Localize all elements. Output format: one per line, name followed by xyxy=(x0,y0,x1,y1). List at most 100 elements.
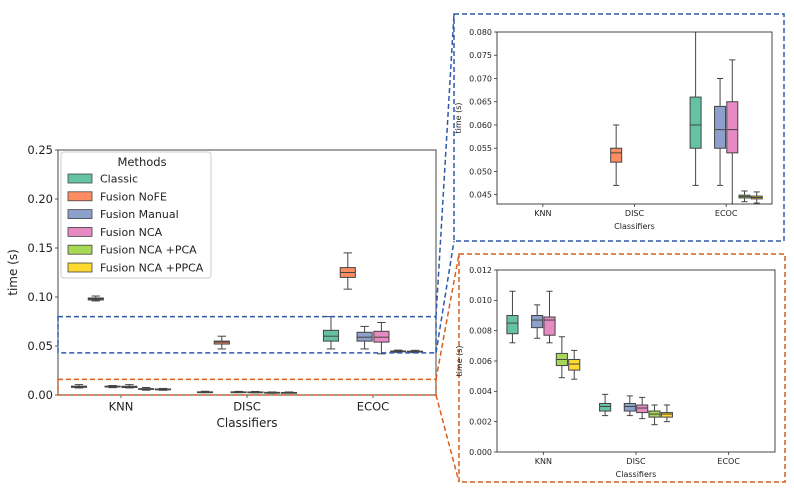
y-tick-label: 0.045 xyxy=(469,191,492,200)
box-body xyxy=(543,363,554,369)
legend-entry: Fusion NoFE xyxy=(100,190,167,203)
x-tick-label: ECOC xyxy=(717,457,740,466)
box-classic-knn xyxy=(506,290,519,344)
box-fusion-manual-disc xyxy=(230,390,247,394)
box-fusion-nca-disc xyxy=(635,387,646,394)
box-classic-knn xyxy=(70,384,88,389)
x-tick-label: KNN xyxy=(109,400,134,414)
box-fusion-manual-knn xyxy=(104,384,121,389)
y-tick-label: 0.010 xyxy=(469,296,492,305)
box-body xyxy=(714,105,727,149)
box-classic-ecoc xyxy=(322,316,340,350)
box-fusion-nca-pca-disc xyxy=(648,404,661,426)
legend-entry: Classic xyxy=(100,173,138,186)
legend-swatch xyxy=(67,262,93,273)
box-fusion-nca-ppca-knn xyxy=(568,349,581,380)
axes-frame xyxy=(57,149,437,396)
box-fusion-manual-knn xyxy=(531,304,544,339)
box-classic-ecoc xyxy=(689,32,702,186)
box-fusion-nca-pca-knn xyxy=(138,387,155,391)
x-tick-label: KNN xyxy=(535,457,552,466)
y-tick-label: 0.055 xyxy=(469,144,492,153)
box-fusion-nca-ppca-disc xyxy=(280,391,298,394)
box-classic-knn xyxy=(507,355,518,371)
box-fusion-manual-disc xyxy=(623,395,636,417)
legend-swatch xyxy=(67,226,93,237)
zoom-frame-top xyxy=(453,13,785,242)
box-fusion-nca-disc xyxy=(636,396,649,420)
y-tick-label: 0.070 xyxy=(469,74,492,83)
y-tick-label: 0.006 xyxy=(469,357,492,366)
box-body xyxy=(660,412,673,418)
box-body xyxy=(726,101,739,154)
box-fusion-nofe-ecoc xyxy=(339,252,356,290)
box-fusion-manual-ecoc xyxy=(356,325,373,350)
y-axis-label: time (s) xyxy=(455,345,464,376)
legend: Methods Classic Fusion NoFE Fusion Manual Fu… xyxy=(60,151,212,279)
x-tick-label: ECOC xyxy=(357,400,389,414)
box-body xyxy=(531,362,542,366)
box-body xyxy=(623,389,634,391)
y-axis-label: time (s) xyxy=(6,249,20,296)
legend-entry: Fusion Manual xyxy=(100,208,179,221)
connector-bottom-2 xyxy=(435,394,460,483)
legend-title: Methods xyxy=(117,155,166,169)
y-tick-label: 0.060 xyxy=(469,121,492,130)
box-body xyxy=(556,374,567,378)
y-tick-label: 0.075 xyxy=(469,51,492,60)
box-fusion-nca-ppca-knn xyxy=(154,387,172,391)
zoom-region-top xyxy=(57,315,437,354)
box-body xyxy=(507,362,518,368)
box-fusion-nca-pca-knn xyxy=(555,336,568,379)
zoom-panel-bottom: 0.000 0.002 0.004 0.006 0.008 0.010 0.012 KNN DI… xyxy=(455,266,776,479)
x-axis-label: Classifiers xyxy=(216,416,277,430)
y-tick-label: 0.008 xyxy=(469,326,492,335)
connector-top-1 xyxy=(435,13,455,317)
box-fusion-nca-pca-ecoc xyxy=(390,349,407,353)
box-fusion-nca-pca-disc xyxy=(264,391,281,394)
box-fusion-nca-ppca-ecoc xyxy=(750,191,763,204)
box-fusion-nca-ppca-disc xyxy=(660,404,673,423)
box-fusion-nca-ecoc xyxy=(373,321,390,355)
box-body xyxy=(635,389,646,391)
box-fusion-nca-knn xyxy=(543,290,556,344)
box-body xyxy=(543,316,556,336)
box-fusion-nca-disc xyxy=(247,390,264,394)
box-fusion-nca-ppca-knn xyxy=(568,373,579,382)
y-tick-label: 0.002 xyxy=(469,417,492,426)
box-body xyxy=(689,96,702,149)
box-fusion-nca-pca-disc xyxy=(647,389,658,395)
box-fusion-nca-ecoc xyxy=(726,59,739,204)
box-classic-disc xyxy=(598,386,609,393)
legend-swatch xyxy=(67,191,93,202)
box-body xyxy=(623,402,636,412)
axes-frame xyxy=(496,31,773,205)
box-body xyxy=(660,392,671,393)
legend-entry: Fusion NCA +PPCA xyxy=(100,262,204,275)
y-tick-label: 0.000 xyxy=(469,448,492,457)
box-classic-disc xyxy=(599,393,612,417)
legend-swatch xyxy=(67,209,93,220)
y-tick-label: 0.012 xyxy=(469,266,492,275)
box-fusion-nca-ppca-disc xyxy=(660,389,671,394)
box-classic-disc xyxy=(196,390,214,394)
box-body xyxy=(598,389,609,391)
y-tick-label: 0.065 xyxy=(469,98,492,107)
legend-swatch xyxy=(67,173,93,184)
box-fusion-nca-pca-knn xyxy=(556,369,567,382)
box-body xyxy=(568,376,579,379)
main-panel: 0.00 0.05 0.10 0.15 0.20 0.25 KNN DISC ECOC Class… xyxy=(6,143,437,430)
box-body xyxy=(636,404,649,414)
box-fusion-nofe-disc xyxy=(610,124,623,186)
box-body xyxy=(506,315,519,335)
zoom-frame-bottom xyxy=(458,253,786,483)
box-fusion-manual-disc xyxy=(623,387,634,393)
box-fusion-manual-knn xyxy=(531,359,542,369)
x-tick-label: DISC xyxy=(626,457,646,466)
box-body xyxy=(599,402,612,412)
boxes xyxy=(70,252,424,394)
x-axis-label: Classifiers xyxy=(616,470,657,479)
x-tick-label: DISC xyxy=(233,400,261,414)
zoom-region-bottom xyxy=(57,378,437,396)
